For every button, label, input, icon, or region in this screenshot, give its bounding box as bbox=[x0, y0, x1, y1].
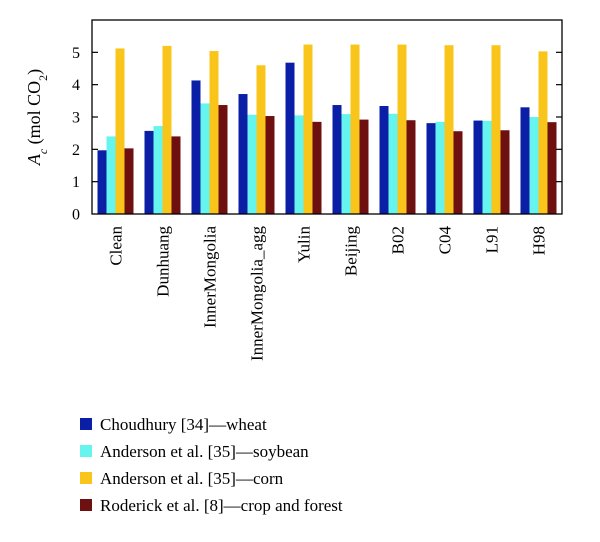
bar-Beijing-series-3 bbox=[359, 119, 369, 214]
legend-swatch bbox=[80, 445, 92, 457]
bar-H98-series-3 bbox=[547, 122, 557, 214]
bar-C04-series-2 bbox=[444, 45, 454, 214]
x-category-label: L91 bbox=[483, 226, 502, 253]
bar-C04-series-0 bbox=[426, 123, 436, 214]
bar-Dunhuang-series-0 bbox=[144, 130, 154, 214]
x-axis-category-labels: Clean Dunhuang InnerMongolia InnerMongolia_… bbox=[107, 226, 549, 362]
bar-H98-series-2 bbox=[538, 51, 548, 214]
bar-InnerMongolia_agg-series-2 bbox=[256, 65, 266, 215]
x-category-label: Dunhuang bbox=[154, 226, 173, 297]
x-category-label: Beijing bbox=[342, 226, 361, 277]
bar-InnerMongolia_agg-series-1 bbox=[247, 114, 257, 214]
bar-InnerMongolia_agg-series-3 bbox=[265, 116, 275, 214]
y-axis-label-symbol: A bbox=[24, 153, 44, 166]
x-category-label: InnerMongolia bbox=[201, 226, 220, 328]
bar-InnerMongolia-series-1 bbox=[200, 103, 210, 214]
y-tick-label: 0 bbox=[72, 207, 80, 224]
bar-L91-series-0 bbox=[473, 120, 483, 214]
bar-InnerMongolia_agg-series-0 bbox=[238, 94, 248, 214]
bar-B02-series-3 bbox=[406, 120, 416, 214]
x-category-label: Yulin bbox=[295, 226, 314, 263]
bar-C04-series-3 bbox=[453, 131, 463, 214]
bar-L91-series-2 bbox=[491, 45, 501, 214]
y-axis-label: Ac (mol CO2) bbox=[24, 69, 50, 166]
legend-label: Anderson et al. [35]—soybean bbox=[100, 442, 309, 461]
bar-InnerMongolia-series-2 bbox=[209, 51, 219, 214]
legend-swatch bbox=[80, 472, 92, 484]
legend-label: Choudhury [34]—wheat bbox=[100, 415, 267, 434]
legend-label: Roderick et al. [8]—crop and forest bbox=[100, 496, 343, 515]
legend: Choudhury [34]—wheat Anderson et al. [35]… bbox=[80, 415, 343, 515]
x-category-label: InnerMongolia_agg bbox=[248, 226, 267, 362]
bar-C04-series-1 bbox=[435, 121, 445, 214]
bar-B02-series-2 bbox=[397, 44, 407, 214]
y-axis-label-unit-subscript: 2 bbox=[36, 75, 50, 81]
y-tick-label: 1 bbox=[72, 174, 80, 191]
bar-Beijing-series-0 bbox=[332, 105, 342, 214]
bar-InnerMongolia-series-0 bbox=[191, 80, 201, 215]
bar-Yulin-series-0 bbox=[285, 62, 295, 215]
bar-Clean-series-2 bbox=[115, 48, 125, 215]
y-axis-label-unit-close: ) bbox=[24, 69, 45, 75]
bar-Beijing-series-2 bbox=[350, 44, 360, 214]
legend-swatch bbox=[80, 418, 92, 430]
bars-layer bbox=[97, 44, 557, 215]
bar-B02-series-0 bbox=[379, 106, 389, 214]
bar-Dunhuang-series-2 bbox=[162, 45, 172, 215]
y-axis-label-unit: (mol CO bbox=[24, 81, 45, 149]
x-category-label: Clean bbox=[107, 226, 126, 266]
y-tick-label: 4 bbox=[72, 77, 80, 94]
bar-InnerMongolia-series-3 bbox=[218, 105, 228, 214]
bar-H98-series-0 bbox=[520, 107, 530, 214]
bar-Dunhuang-series-1 bbox=[153, 126, 163, 214]
bar-H98-series-1 bbox=[529, 117, 539, 214]
bar-Yulin-series-3 bbox=[312, 121, 322, 214]
y-axis-label-subscript: c bbox=[36, 148, 50, 154]
bar-Dunhuang-series-3 bbox=[171, 136, 181, 214]
x-category-label: C04 bbox=[436, 226, 455, 255]
y-axis-ticks: 0 1 2 3 4 5 bbox=[72, 45, 562, 224]
bar-L91-series-3 bbox=[500, 130, 510, 214]
bar-Beijing-series-1 bbox=[341, 114, 351, 214]
y-tick-label: 3 bbox=[72, 110, 80, 127]
bar-L91-series-1 bbox=[482, 120, 492, 214]
y-tick-label: 2 bbox=[72, 142, 80, 159]
bar-Clean-series-1 bbox=[106, 136, 116, 214]
bar-Yulin-series-2 bbox=[303, 44, 313, 214]
x-category-label: B02 bbox=[389, 226, 408, 254]
bar-Clean-series-0 bbox=[97, 150, 107, 214]
bar-Yulin-series-1 bbox=[294, 115, 304, 214]
legend-swatch bbox=[80, 499, 92, 511]
bar-B02-series-1 bbox=[388, 113, 398, 214]
y-tick-label: 5 bbox=[72, 45, 80, 62]
legend-label: Anderson et al. [35]—corn bbox=[100, 469, 284, 488]
bar-Clean-series-3 bbox=[124, 148, 134, 214]
x-category-label: H98 bbox=[530, 226, 549, 255]
